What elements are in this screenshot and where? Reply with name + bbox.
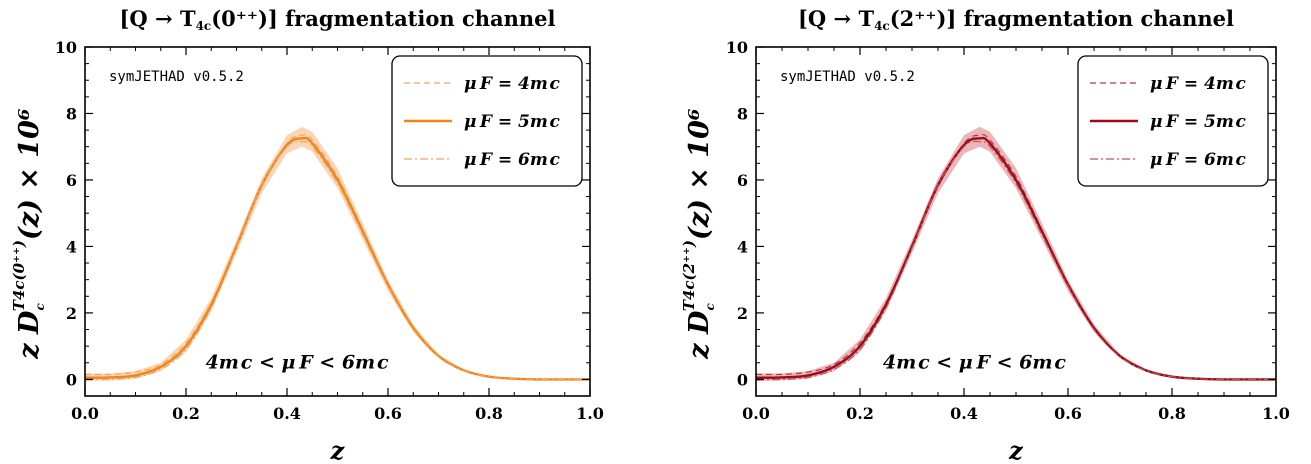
watermark-label: symJETHAD v0.5.2 [780, 69, 915, 85]
x-tick-label: 0.4 [273, 404, 301, 423]
legend-label-2: μ F = 5m c [1150, 112, 1246, 132]
x-tick-label: 0.0 [71, 404, 99, 423]
mu-range-annotation: 4m c < μ F < 6m c [206, 351, 389, 373]
x-axis-label: z [330, 436, 346, 464]
legend-box [1077, 55, 1269, 187]
legend-box [391, 55, 583, 187]
y-axis-label: z DcT4c(2⁺⁺)(z) × 10⁶ [680, 108, 717, 360]
mu-range-annotation: 4m c < μ F < 6m c [883, 351, 1066, 373]
y-tick-label: 8 [66, 104, 77, 123]
plot-area [756, 126, 1276, 381]
x-tick-label: 0.0 [742, 404, 770, 423]
legend: μ F = 4m c μ F = 5m c μ F = 6m c [1077, 55, 1269, 187]
y-tick-label: 10 [55, 38, 77, 57]
chart-panel-1: [Q → T4c(0⁺⁺)] fragmentation channel 0.0 0… [10, 6, 604, 464]
y-tick-label: 6 [66, 171, 77, 190]
plot-area [85, 126, 590, 381]
y-tick-label: 4 [737, 237, 748, 256]
y-tick-label: 8 [737, 104, 748, 123]
y-tick-label: 4 [66, 237, 77, 256]
x-tick-label: 0.6 [374, 404, 402, 423]
series-line-3 [756, 140, 1276, 381]
legend-label-1: μ F = 4m c [1150, 74, 1246, 94]
chart-title: [Q → T4c(2⁺⁺)] fragmentation channel [798, 6, 1234, 33]
y-tick-label: 2 [66, 304, 77, 323]
x-tick-label: 0.8 [1158, 404, 1186, 423]
y-tick-label: 2 [737, 304, 748, 323]
x-tick-label: 0.8 [475, 404, 503, 423]
legend-label-3: μ F = 6m c [1150, 150, 1246, 170]
x-tick-label: 1.0 [576, 404, 604, 423]
legend-label-1: μ F = 4m c [464, 74, 560, 94]
x-tick-label: 0.2 [172, 404, 200, 423]
x-tick-label: 0.4 [950, 404, 978, 423]
legend-label-3: μ F = 6m c [464, 150, 560, 170]
watermark-label: symJETHAD v0.5.2 [109, 69, 244, 85]
chart-title: [Q → T4c(0⁺⁺)] fragmentation channel [120, 6, 556, 33]
y-tick-label: 6 [737, 171, 748, 190]
series-line-3 [85, 140, 590, 381]
y-tick-label: 10 [726, 38, 748, 57]
y-tick-label: 0 [737, 370, 748, 389]
x-tick-label: 0.6 [1054, 404, 1082, 423]
x-axis-label: z [1008, 436, 1024, 464]
y-tick-label: 0 [66, 370, 77, 389]
x-tick-label: 0.2 [846, 404, 874, 423]
chart-panel-2: [Q → T4c(2⁺⁺)] fragmentation channel 0.0 0… [680, 6, 1290, 464]
y-axis-label: z DcT4c(0⁺⁺)(z) × 10⁶ [10, 108, 47, 360]
x-tick-label: 1.0 [1262, 404, 1290, 423]
legend: μ F = 4m c μ F = 5m c μ F = 6m c [391, 55, 583, 187]
legend-label-2: μ F = 5m c [464, 112, 560, 132]
